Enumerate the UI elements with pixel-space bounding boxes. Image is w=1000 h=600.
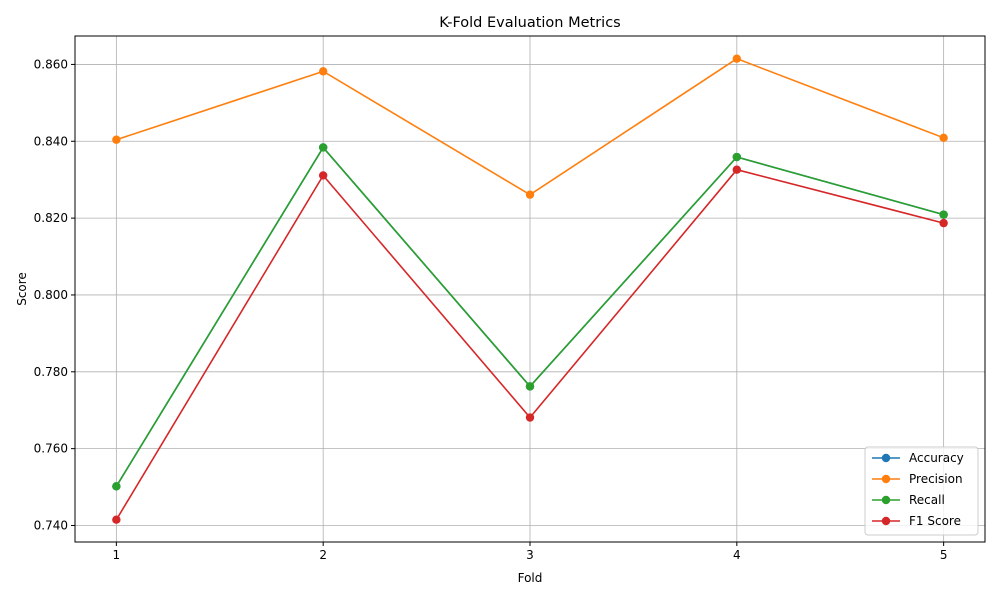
x-tick-label: 2: [319, 548, 327, 562]
data-point-precision: [318, 67, 328, 76]
data-point-precision: [732, 54, 742, 63]
y-tick-label: 0.740: [34, 518, 68, 532]
legend-label-precision: Precision: [909, 472, 963, 486]
data-point-recall: [112, 482, 121, 491]
x-tick-label: 3: [526, 548, 534, 562]
y-tick-label: 0.860: [34, 57, 68, 71]
x-axis-label: Fold: [518, 571, 543, 585]
data-point-f1-score: [732, 165, 742, 174]
legend-label-f1-score: F1 Score: [909, 514, 961, 528]
y-tick-label: 0.820: [34, 211, 68, 225]
data-point-precision: [112, 135, 121, 144]
data-point-recall: [939, 210, 948, 219]
grid-layer: [75, 36, 985, 542]
series-layer: [112, 54, 948, 524]
chart-title: K-Fold Evaluation Metrics: [439, 15, 621, 31]
legend-marker-precision: [881, 474, 891, 484]
legend-marker-f1-score: [881, 516, 891, 526]
legend-label-recall: Recall: [909, 493, 945, 507]
ticks-layer: 1 2 3 4 5 0.740 0.760 0.780 0.800 0.820 0.840 0.860: [34, 57, 948, 562]
y-tick-label: 0.760: [34, 442, 68, 456]
data-point-recall: [732, 152, 742, 162]
data-point-recall: [525, 382, 535, 391]
legend-label-accuracy: Accuracy: [909, 451, 964, 465]
x-tick-label: 1: [113, 548, 121, 562]
legend-marker-accuracy: [881, 453, 891, 463]
data-point-f1-score: [939, 218, 948, 228]
x-tick-label: 4: [733, 548, 741, 562]
legend: Accuracy Precision Recall F1 Score: [864, 446, 979, 536]
y-tick-label: 0.780: [34, 365, 68, 379]
x-tick-label: 5: [940, 548, 948, 562]
data-point-f1-score: [112, 515, 121, 524]
y-tick-label: 0.840: [34, 134, 68, 148]
legend-marker-recall: [881, 495, 891, 505]
data-point-recall: [318, 143, 328, 152]
legend-box: [864, 446, 979, 536]
data-point-precision: [525, 190, 535, 199]
data-point-f1-score: [318, 171, 328, 180]
data-point-precision: [939, 133, 948, 143]
y-axis-label: Score: [15, 272, 29, 306]
y-tick-label: 0.800: [34, 288, 68, 302]
data-point-f1-score: [525, 413, 535, 422]
